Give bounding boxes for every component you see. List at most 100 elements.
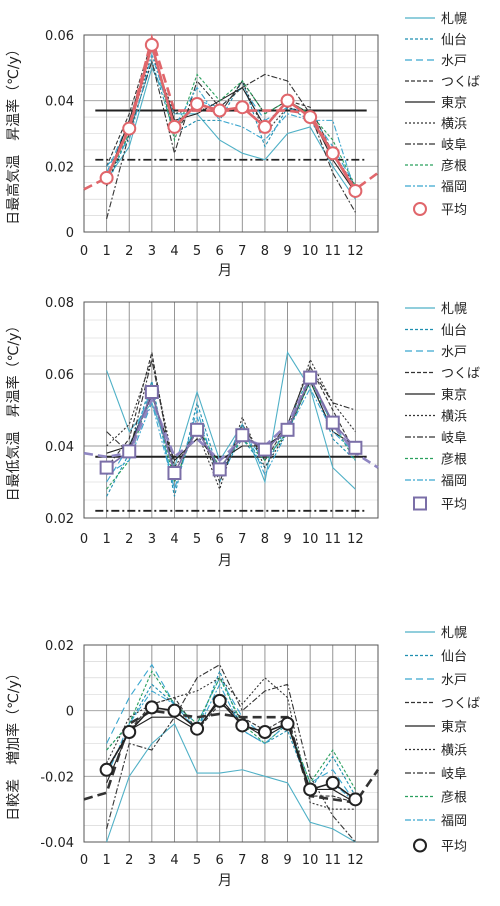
legend-average-marker	[413, 496, 427, 511]
x-tick-label: 3	[148, 244, 156, 259]
y-axis-label: 日較差 増加率（℃/y）	[5, 666, 22, 821]
x-tick-label: 12	[347, 532, 364, 547]
x-tick-label: 2	[125, 244, 133, 259]
average-marker	[190, 422, 205, 437]
x-axis-label: 月	[218, 873, 232, 889]
average-marker	[325, 146, 340, 161]
x-tick-label: 9	[283, 853, 291, 868]
average-marker	[212, 462, 227, 477]
legend-label: 東京	[441, 387, 467, 403]
average-marker	[190, 721, 205, 736]
legend-label: 岐阜	[441, 766, 467, 782]
y-tick-label: 0.08	[45, 296, 74, 311]
average-marker	[280, 422, 295, 437]
legend-label: 岐阜	[441, 430, 467, 446]
x-tick-label: 6	[216, 532, 224, 547]
legend-label: 仙台	[441, 324, 467, 339]
x-tick-label: 7	[238, 532, 246, 547]
average-marker	[257, 442, 272, 457]
x-tick-label: 8	[261, 532, 269, 547]
average-marker	[144, 37, 159, 52]
average-marker	[235, 428, 250, 443]
x-tick-label: 4	[170, 532, 178, 547]
average-marker	[280, 716, 295, 731]
average-marker	[212, 103, 227, 118]
average-marker	[257, 119, 272, 134]
legend-label: 札幌	[441, 11, 467, 27]
legend-label: 福岡	[441, 814, 467, 829]
legend-label: 岐阜	[441, 137, 467, 153]
x-tick-label: 1	[102, 853, 110, 868]
average-marker	[167, 466, 182, 480]
x-tick-label: 9	[283, 532, 291, 547]
y-tick-label: -0.02	[40, 770, 74, 785]
x-tick-label: 12	[347, 853, 364, 868]
y-tick-label: 0.04	[45, 440, 74, 455]
average-marker	[325, 775, 340, 790]
average-marker	[144, 385, 159, 399]
x-axis-label: 月	[218, 553, 232, 569]
legend-label: つくば	[441, 697, 480, 712]
average-marker	[348, 183, 363, 198]
average-line	[106, 375, 356, 476]
average-marker	[167, 703, 182, 718]
y-tick-label: 0	[66, 226, 74, 241]
average-marker	[190, 96, 205, 111]
x-tick-label: 11	[324, 853, 341, 868]
average-marker	[303, 110, 318, 125]
legend-label: 横浜	[441, 117, 467, 132]
legend-label: 水戸	[441, 54, 467, 69]
average-marker	[122, 444, 137, 459]
average-marker	[325, 415, 340, 430]
x-tick-label: 5	[193, 532, 201, 547]
average-marker	[99, 170, 114, 185]
series-line	[106, 350, 356, 490]
series-line	[106, 41, 356, 187]
x-tick-label: 11	[324, 532, 341, 547]
x-tick-label: 1	[102, 532, 110, 547]
legend-label: 平均	[441, 840, 467, 855]
legend-label: 福岡	[441, 474, 467, 489]
x-tick-label: 4	[170, 244, 178, 259]
series-line	[106, 722, 356, 843]
series-line	[106, 59, 356, 193]
legend-label: 水戸	[441, 345, 467, 360]
series-line	[106, 663, 356, 843]
average-marker	[257, 725, 272, 740]
plot-frame	[83, 644, 379, 843]
x-tick-label: 5	[193, 853, 201, 868]
x-tick-label: 8	[261, 853, 269, 868]
legend-label: 東京	[441, 95, 467, 111]
y-tick-label: 0.02	[45, 639, 74, 654]
x-tick-label: 6	[216, 244, 224, 259]
series-line	[106, 669, 356, 797]
x-axis-label: 月	[218, 263, 232, 279]
series-line	[106, 66, 356, 200]
y-tick-label: 0.02	[45, 512, 74, 527]
x-tick-label: 0	[80, 532, 88, 547]
x-tick-label: 0	[80, 853, 88, 868]
y-tick-label: 0.06	[45, 29, 74, 44]
average-marker	[167, 119, 182, 134]
legend-label: 彦根	[441, 790, 467, 806]
average-marker	[99, 460, 114, 475]
legend-label: 彦根	[441, 452, 467, 468]
x-tick-label: 11	[324, 244, 341, 259]
x-tick-label: 10	[302, 853, 319, 868]
series-line	[106, 387, 356, 492]
x-tick-label: 3	[148, 853, 156, 868]
series-line	[106, 59, 356, 220]
plot-frame	[83, 34, 379, 233]
x-tick-label: 2	[125, 853, 133, 868]
legend-label: 札幌	[441, 301, 467, 317]
x-tick-label: 10	[302, 244, 319, 259]
legend-label: 横浜	[441, 744, 467, 759]
average-line	[105, 39, 357, 192]
y-tick-label: 0	[66, 705, 74, 720]
series-line	[106, 379, 356, 490]
